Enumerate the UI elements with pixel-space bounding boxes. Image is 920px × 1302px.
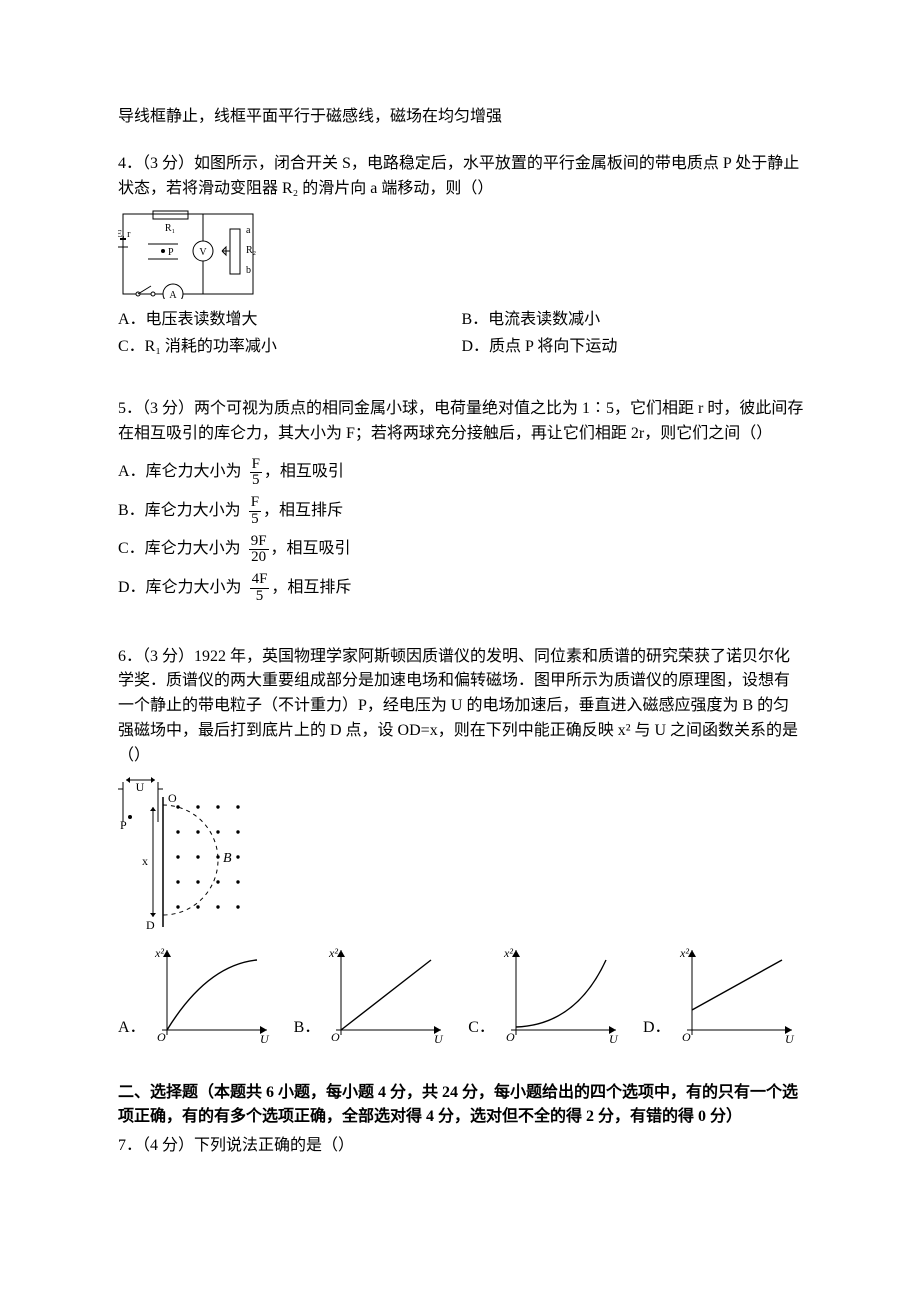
curve-a	[167, 960, 257, 1030]
graph-c-icon: x² U O	[501, 945, 621, 1045]
q6-option-c: C． x² U O	[468, 945, 621, 1045]
q6-options: A． x² U O B．	[118, 945, 805, 1045]
page: 导线框静止，线框平面平行于磁感线，磁场在均匀增强 4．（3 分）如图所示，闭合开…	[0, 0, 920, 1302]
q7-stem: 7．（4 分）下列说法正确的是（）	[118, 1134, 805, 1159]
q6-option-c-label: C．	[468, 1016, 495, 1045]
q5b-den: 5	[249, 512, 261, 528]
q4-circuit-figure: R₁ E, r P V a b	[118, 209, 805, 299]
q5d-pre: D．库仑力大小为	[118, 576, 242, 601]
circuit-icon: R₁ E, r P V a b	[118, 209, 258, 299]
voltmeter-label: V	[199, 247, 207, 258]
q6-option-d-label: D．	[643, 1016, 671, 1045]
q6-option-a: A． x² U O	[118, 945, 272, 1045]
curve-d	[692, 960, 782, 1010]
u-label: U	[136, 780, 145, 794]
q5b-post: ，相互排斥	[263, 499, 343, 524]
section-2-heading: 二、选择题（本题共 6 小题，每小题 4 分，共 24 分，每小题给出的四个选项…	[118, 1081, 805, 1131]
q4-option-a: A．电压表读数增大	[118, 307, 462, 334]
graph-a-icon: x² U O	[152, 945, 272, 1045]
q5c-num: 9F	[249, 534, 269, 551]
q5d-den: 5	[250, 589, 270, 605]
q6-option-b-label: B．	[294, 1016, 321, 1045]
q5a-den: 5	[250, 473, 262, 489]
q5a-num: F	[250, 457, 262, 474]
question-4: 4．（3 分）如图所示，闭合开关 S，电路稳定后，水平放置的平行金属板间的带电质…	[118, 152, 805, 361]
fraction-icon: 9F 20	[249, 534, 269, 567]
q5-option-c: C．库仑力大小为 9F 20 ，相互吸引	[118, 532, 805, 571]
y-axis-label: x²	[154, 946, 164, 960]
b-label: B	[223, 851, 232, 866]
q4-stem: 4．（3 分）如图所示，闭合开关 S，电路稳定后，水平放置的平行金属板间的带电质…	[118, 152, 805, 202]
r1-label: R₁	[165, 223, 175, 234]
x-label: x	[142, 854, 148, 868]
q4-option-b: B．电流表读数减小	[462, 307, 806, 334]
o-label: O	[168, 791, 177, 805]
b-label: b	[246, 265, 251, 276]
q5d-num: 4F	[250, 572, 270, 589]
x-axis-label: U	[260, 1032, 270, 1045]
q5-option-a: A．库仑力大小为 F 5 ，相互吸引	[118, 455, 805, 494]
q6-stem: 6．（3 分）1922 年，英国物理学家阿斯顿因质谱仪的发明、同位素和质谱的研究…	[118, 645, 805, 769]
q5b-num: F	[249, 495, 261, 512]
q5-option-b: B．库仑力大小为 F 5 ，相互排斥	[118, 493, 805, 532]
fraction-icon: F 5	[249, 495, 261, 528]
curve-b	[341, 960, 431, 1030]
fraction-icon: 4F 5	[250, 572, 270, 605]
emf-label: E, r	[118, 229, 131, 240]
q5b-pre: B．库仑力大小为	[118, 499, 241, 524]
q6-spectrometer-figure: U P O x D	[118, 777, 805, 937]
q4-options: A．电压表读数增大 B．电流表读数减小 C．R₁ 消耗的功率减小 D．质点 P …	[118, 307, 805, 361]
trailing-line: 导线框静止，线框平面平行于磁感线，磁场在均匀增强	[118, 105, 805, 130]
y-axis-label: x²	[679, 946, 689, 960]
graph-b-icon: x² U O	[326, 945, 446, 1045]
p2-label: P	[120, 818, 127, 832]
q5-option-d: D．库仑力大小为 4F 5 ，相互排斥	[118, 570, 805, 609]
x-axis-label: U	[609, 1032, 619, 1045]
question-5: 5．（3 分）两个可视为质点的相同金属小球，电荷量绝对值之比为 1∶5，它们相距…	[118, 397, 805, 609]
fraction-icon: F 5	[250, 457, 262, 490]
q5c-pre: C．库仑力大小为	[118, 537, 241, 562]
q5c-post: ，相互吸引	[271, 537, 351, 562]
p-label: P	[168, 247, 174, 258]
a-label: a	[246, 225, 251, 236]
question-6: 6．（3 分）1922 年，英国物理学家阿斯顿因质谱仪的发明、同位素和质谱的研究…	[118, 645, 805, 1045]
d-label: D	[146, 918, 155, 932]
x-axis-label: U	[785, 1032, 795, 1045]
q5d-post: ，相互排斥	[271, 576, 351, 601]
y-axis-label: x²	[503, 946, 513, 960]
y-axis-label: x²	[328, 946, 338, 960]
q6-option-b: B． x² U O	[294, 945, 447, 1045]
q5c-den: 20	[249, 550, 269, 566]
q5a-pre: A．库仑力大小为	[118, 460, 242, 485]
x-axis-label: U	[434, 1032, 444, 1045]
section-2: 二、选择题（本题共 6 小题，每小题 4 分，共 24 分，每小题给出的四个选项…	[118, 1081, 805, 1159]
graph-d-icon: x² U O	[677, 945, 797, 1045]
q6-option-a-label: A．	[118, 1016, 146, 1045]
origin-label: O	[157, 1030, 166, 1044]
curve-c	[516, 960, 606, 1027]
r2-label: R₂	[246, 245, 256, 256]
q5-stem: 5．（3 分）两个可视为质点的相同金属小球，电荷量绝对值之比为 1∶5，它们相距…	[118, 397, 805, 447]
origin-label: O	[506, 1030, 515, 1044]
q6-option-d: D． x² U O	[643, 945, 797, 1045]
q4-option-d: D．质点 P 将向下运动	[462, 334, 806, 361]
q4-option-c: C．R₁ 消耗的功率减小	[118, 334, 462, 361]
q5a-post: ，相互吸引	[264, 460, 344, 485]
origin-label: O	[682, 1030, 691, 1044]
origin-label: O	[331, 1030, 340, 1044]
spectrometer-icon: U P O x D	[118, 777, 268, 937]
ammeter-label: A	[169, 290, 177, 299]
